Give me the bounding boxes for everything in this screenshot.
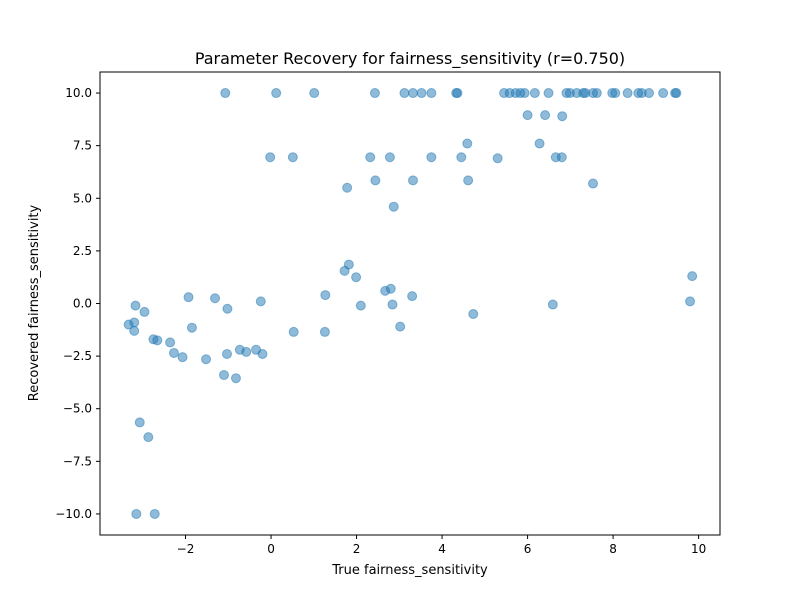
y-tick-label: 2.5 (73, 244, 92, 258)
scatter-point (129, 325, 140, 336)
scatter-point (407, 88, 418, 99)
scatter-point (388, 201, 399, 212)
scatter-point (399, 88, 410, 99)
y-tick-label: 7.5 (73, 139, 92, 153)
x-tick-label: 4 (438, 542, 446, 556)
scatter-point (177, 352, 188, 363)
x-tick-label: 0 (267, 542, 275, 556)
scatter-point (355, 300, 366, 311)
x-tick-label: 8 (609, 542, 617, 556)
y-axis-ticks: −10.0 −7.5 −5.0 −2.5 0.0 2.5 5.0 7.5 10.0 (55, 86, 100, 521)
scatter-point (426, 88, 437, 99)
scatter-point (221, 349, 232, 360)
scatter-point (407, 291, 418, 302)
scatter-point (265, 152, 276, 163)
scatter-point (462, 138, 473, 149)
scatter-point (210, 293, 221, 304)
scatter-point (365, 152, 376, 163)
scatter-point (426, 152, 437, 163)
scatter-point (271, 88, 282, 99)
y-tick-label: −10.0 (55, 507, 92, 521)
scatter-point (165, 337, 176, 348)
scatter-point (222, 303, 233, 314)
scatter-point (540, 110, 551, 121)
scatter-point (123, 319, 134, 330)
scatter-point (319, 326, 330, 337)
scatter-point (342, 182, 353, 193)
scatter-point (588, 178, 599, 189)
scatter-point (370, 175, 381, 186)
scatter-point (139, 306, 150, 317)
scatter-point (186, 322, 197, 333)
scatter-point (287, 152, 298, 163)
scatter-point (416, 88, 427, 99)
scatter-point (183, 292, 194, 303)
scatter-point (309, 88, 320, 99)
scatter-point (556, 152, 567, 163)
scatter-point (320, 290, 331, 301)
scatter-point (288, 326, 299, 337)
scatter-point (452, 88, 463, 99)
scatter-point (152, 335, 163, 346)
scatter-point (522, 110, 533, 121)
scatter-point (463, 175, 474, 186)
scatter-point (219, 370, 229, 381)
scatter-point (220, 88, 231, 99)
scatter-point (543, 88, 554, 99)
scatter-point (685, 296, 696, 307)
scatter-point (130, 300, 141, 311)
scatter-point (687, 271, 698, 282)
x-axis-label: True fairness_sensitivity (331, 563, 488, 578)
scatter-point (395, 321, 406, 332)
scatter-point (407, 175, 418, 186)
scatter-point (168, 347, 179, 358)
scatter-point (456, 152, 467, 163)
scatter-point (149, 508, 160, 519)
y-tick-label: 5.0 (73, 191, 92, 205)
scatter-point (201, 354, 212, 365)
scatter-point (468, 309, 479, 320)
scatter-point (622, 88, 633, 99)
scatter-point (230, 373, 241, 384)
scatter-point (610, 88, 621, 99)
scatter-point (387, 299, 398, 310)
scatter-point (131, 508, 142, 519)
x-tick-label: 2 (353, 542, 361, 556)
plot-frame (99, 71, 721, 536)
scatter-point (257, 349, 268, 360)
y-tick-label: 0.0 (73, 297, 92, 311)
y-tick-label: 10.0 (65, 86, 92, 100)
scatter-point (380, 285, 391, 296)
scatter-point (492, 153, 503, 164)
scatter-point (547, 299, 558, 310)
chart-title: Parameter Recovery for fairness_sensitiv… (195, 49, 625, 69)
y-axis-label: Recovered fairness_sensitivity (27, 204, 42, 401)
x-tick-label: 6 (524, 542, 532, 556)
scatter-point (241, 346, 252, 357)
y-tick-label: −5.0 (63, 402, 92, 416)
scatter-point (644, 88, 655, 99)
x-tick-label: −2 (177, 542, 195, 556)
scatter-point (143, 432, 154, 443)
scatter-point (591, 88, 602, 99)
x-tick-label: 10 (691, 542, 706, 556)
scatter-point (519, 88, 530, 99)
data-points (123, 88, 698, 519)
scatter-point (658, 88, 669, 99)
x-axis-ticks: −2 0 2 4 6 8 10 (177, 535, 706, 556)
scatter-point (255, 296, 266, 307)
scatter-point (369, 88, 380, 99)
scatter-point (534, 138, 545, 149)
scatter-point (384, 152, 395, 163)
scatter-point (557, 111, 568, 122)
scatter-point (671, 88, 682, 99)
y-tick-label: −2.5 (63, 349, 92, 363)
scatter-point (339, 265, 350, 276)
y-tick-label: −7.5 (63, 454, 92, 468)
scatter-point (134, 417, 145, 428)
scatter-point (351, 272, 362, 283)
scatter-point (529, 88, 540, 99)
